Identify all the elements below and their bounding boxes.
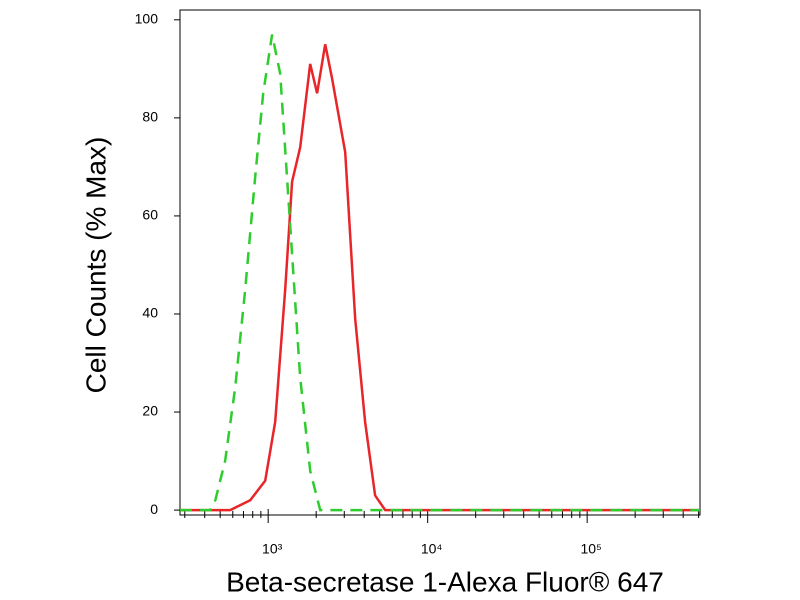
y-tick-label: 0 <box>150 501 158 517</box>
histogram-line <box>180 34 700 512</box>
histogram-line <box>180 44 700 512</box>
y-axis-label: Cell Counts (% Max) <box>80 137 111 394</box>
y-tick-label: 100 <box>135 11 159 27</box>
y-tick-label: 40 <box>142 305 158 321</box>
x-tick-label: 10⁵ <box>580 541 601 557</box>
x-axis-label: Beta-secretase 1-Alexa Fluor® 647 <box>226 566 664 597</box>
y-tick-label: 60 <box>142 207 158 223</box>
y-tick-label: 80 <box>142 109 158 125</box>
plot-frame <box>179 9 701 516</box>
x-tick-label: 10⁴ <box>421 541 443 557</box>
x-tick-label: 10³ <box>262 541 283 557</box>
y-tick-label: 20 <box>142 403 158 419</box>
